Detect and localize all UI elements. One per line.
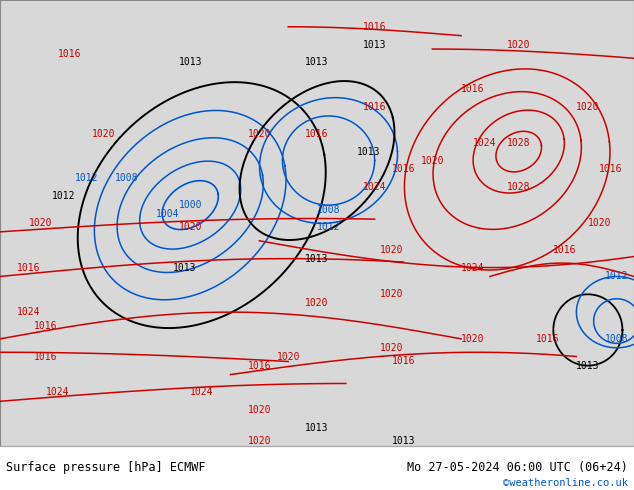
Text: 1024: 1024 xyxy=(363,182,386,192)
Text: 1012: 1012 xyxy=(75,173,98,183)
Text: 1020: 1020 xyxy=(248,437,271,446)
Text: 1024: 1024 xyxy=(46,388,69,397)
Text: 1020: 1020 xyxy=(420,155,444,166)
Text: 1016: 1016 xyxy=(461,84,484,94)
Text: 1012: 1012 xyxy=(317,222,340,232)
Text: ©weatheronline.co.uk: ©weatheronline.co.uk xyxy=(503,478,628,488)
Text: 1013: 1013 xyxy=(363,40,386,49)
Text: 1028: 1028 xyxy=(507,138,531,147)
Text: 1024: 1024 xyxy=(472,138,496,147)
Text: 1016: 1016 xyxy=(392,356,415,366)
Text: 1020: 1020 xyxy=(507,40,531,49)
Text: 1016: 1016 xyxy=(536,334,559,344)
Text: 1024: 1024 xyxy=(190,388,214,397)
Text: 1020: 1020 xyxy=(576,102,600,112)
Text: 1012: 1012 xyxy=(605,271,628,281)
Text: 1020: 1020 xyxy=(588,218,611,228)
Text: 1013: 1013 xyxy=(357,147,380,157)
Text: 1016: 1016 xyxy=(392,165,415,174)
Text: 1016: 1016 xyxy=(363,22,386,32)
Text: 1008: 1008 xyxy=(317,204,340,215)
Text: 1004: 1004 xyxy=(155,209,179,219)
Text: 1020: 1020 xyxy=(380,245,404,255)
Text: 1013: 1013 xyxy=(178,57,202,68)
Text: 1013: 1013 xyxy=(392,437,415,446)
Text: 1016: 1016 xyxy=(17,263,41,272)
Text: 1000: 1000 xyxy=(178,200,202,210)
Text: 1028: 1028 xyxy=(507,182,531,192)
Text: 1012: 1012 xyxy=(51,191,75,201)
Text: 1016: 1016 xyxy=(248,361,271,370)
Text: 1008: 1008 xyxy=(605,334,628,344)
Text: 1020: 1020 xyxy=(92,129,115,139)
Text: 1020: 1020 xyxy=(305,298,329,308)
Text: 1020: 1020 xyxy=(461,334,484,344)
Text: 1013: 1013 xyxy=(305,254,329,264)
Text: 1016: 1016 xyxy=(34,352,58,362)
Text: 1013: 1013 xyxy=(576,361,600,370)
Text: 1024: 1024 xyxy=(461,263,484,272)
Text: 1020: 1020 xyxy=(380,343,404,353)
Text: Surface pressure [hPa] ECMWF: Surface pressure [hPa] ECMWF xyxy=(6,462,206,474)
Text: 1013: 1013 xyxy=(305,423,329,433)
Text: 1024: 1024 xyxy=(17,307,41,317)
Text: 1013: 1013 xyxy=(305,57,329,68)
Text: 1020: 1020 xyxy=(248,129,271,139)
Text: 1020: 1020 xyxy=(380,289,404,299)
Text: 1016: 1016 xyxy=(553,245,576,255)
Text: 1020: 1020 xyxy=(178,222,202,232)
Text: Mo 27-05-2024 06:00 UTC (06+24): Mo 27-05-2024 06:00 UTC (06+24) xyxy=(407,462,628,474)
Text: 1020: 1020 xyxy=(29,218,52,228)
Text: 1016: 1016 xyxy=(305,129,329,139)
Text: 1016: 1016 xyxy=(599,165,623,174)
Text: 1013: 1013 xyxy=(172,263,196,272)
Text: 1008: 1008 xyxy=(115,173,139,183)
Text: 1020: 1020 xyxy=(248,405,271,415)
Text: 1016: 1016 xyxy=(363,102,386,112)
Text: 1020: 1020 xyxy=(276,352,300,362)
Text: 1016: 1016 xyxy=(58,49,81,58)
Text: 1016: 1016 xyxy=(34,320,58,331)
